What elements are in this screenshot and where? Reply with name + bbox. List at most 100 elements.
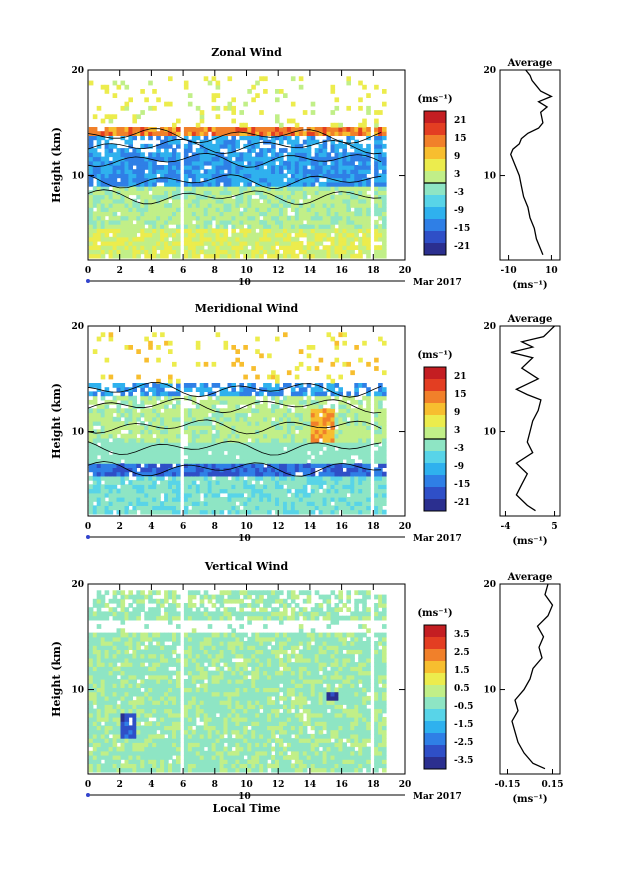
field-cell xyxy=(120,721,126,726)
field-cell xyxy=(215,421,221,426)
field-cell xyxy=(108,679,114,684)
field-cell xyxy=(132,450,137,456)
field-cell xyxy=(243,497,248,502)
field-cell xyxy=(108,767,114,773)
field-cell xyxy=(100,603,106,608)
field-cell xyxy=(211,97,217,103)
field-cell xyxy=(140,433,145,439)
field-cell xyxy=(120,437,126,443)
field-cell xyxy=(128,767,133,773)
field-cell xyxy=(298,84,304,90)
field-cell xyxy=(124,236,130,242)
field-cell xyxy=(306,139,312,145)
field-cell xyxy=(168,480,173,485)
field-cell xyxy=(310,110,316,115)
field-cell xyxy=(239,127,244,132)
field-cell xyxy=(152,501,157,506)
field-cell xyxy=(116,84,122,90)
field-cell xyxy=(148,450,153,456)
field-cell xyxy=(187,241,193,246)
field-cell xyxy=(140,241,145,246)
field-cell xyxy=(120,598,126,604)
field-cell xyxy=(362,421,367,426)
field-cell xyxy=(176,236,181,242)
field-cell xyxy=(199,429,205,435)
panel-title: Meridional Wind xyxy=(195,302,299,315)
field-cell xyxy=(318,194,324,200)
field-cell xyxy=(128,712,133,718)
field-cell xyxy=(168,429,173,435)
field-cell xyxy=(235,156,240,162)
field-cell xyxy=(374,186,379,191)
field-cell xyxy=(148,194,153,200)
field-cell xyxy=(366,186,371,191)
field-cell xyxy=(88,207,94,212)
field-cell xyxy=(203,459,209,464)
field-cell xyxy=(235,241,240,246)
field-cell xyxy=(124,437,130,443)
field-cell xyxy=(255,135,260,141)
field-cell xyxy=(100,173,106,179)
field-cell xyxy=(108,152,114,158)
field-cell xyxy=(183,383,189,388)
field-cell xyxy=(120,700,126,705)
field-cell xyxy=(243,156,248,162)
field-cell xyxy=(104,211,110,217)
field-cell xyxy=(306,480,312,485)
profile-y-tick-label: 20 xyxy=(483,322,496,332)
field-cell xyxy=(322,215,328,221)
field-cell xyxy=(267,249,272,255)
field-cell xyxy=(358,173,363,179)
field-cell xyxy=(108,194,114,200)
field-cell xyxy=(120,80,126,86)
field-cell xyxy=(326,437,332,443)
field-cell xyxy=(378,236,383,242)
field-cell xyxy=(116,657,122,663)
field-cell xyxy=(358,169,363,174)
field-cell xyxy=(152,497,157,502)
field-cell xyxy=(235,177,240,183)
field-cell xyxy=(183,467,189,473)
field-cell xyxy=(382,492,387,498)
field-cell xyxy=(255,143,260,149)
field-cell xyxy=(227,404,233,409)
field-cell xyxy=(144,143,149,149)
field-cell xyxy=(290,475,296,481)
field-cell xyxy=(100,404,106,409)
field-cell xyxy=(223,345,229,350)
field-cell xyxy=(172,131,177,136)
field-cell xyxy=(267,374,272,380)
field-cell xyxy=(187,509,193,515)
field-cell xyxy=(96,492,102,498)
field-cell xyxy=(310,232,316,238)
field-cell xyxy=(350,156,355,162)
field-cell xyxy=(168,207,173,212)
field-cell xyxy=(211,207,217,212)
field-cell xyxy=(124,408,130,414)
field-cell xyxy=(302,181,308,187)
field-cell xyxy=(227,501,233,506)
field-cell xyxy=(112,488,118,494)
field-cell xyxy=(255,207,260,212)
field-cell xyxy=(283,127,288,132)
field-cell xyxy=(290,139,296,145)
field-cell xyxy=(251,173,256,179)
field-cell xyxy=(88,383,94,388)
field-cell xyxy=(346,80,351,86)
field-cell xyxy=(112,408,118,414)
field-cell xyxy=(195,224,201,229)
field-cell xyxy=(267,194,272,200)
field-cell xyxy=(334,143,340,149)
field-cell xyxy=(227,198,233,204)
field-cell xyxy=(243,391,248,397)
field-cell xyxy=(183,459,189,464)
field-cell xyxy=(290,131,296,136)
field-cell xyxy=(374,429,379,435)
field-cell xyxy=(334,131,340,136)
field-cell xyxy=(136,480,141,485)
field-cell xyxy=(374,421,379,426)
field-cell xyxy=(271,374,276,380)
field-cell xyxy=(302,186,308,191)
field-cell xyxy=(318,454,324,460)
field-cell xyxy=(88,232,94,238)
